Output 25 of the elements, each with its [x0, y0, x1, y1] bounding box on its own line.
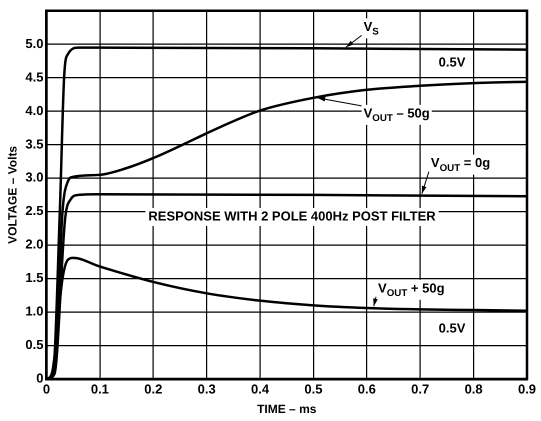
y-tick-label: 3.0 — [25, 170, 44, 185]
x-tick-label: 0.2 — [144, 381, 162, 396]
x-tick-label: 0.8 — [464, 381, 483, 396]
y-axis-title: VOLTAGE – Volts — [6, 146, 20, 244]
x-tick-label: 0.5 — [304, 381, 322, 396]
x-tick-label: 0.3 — [198, 381, 216, 396]
x-tick-label: 0.9 — [518, 381, 536, 396]
y-tick-label: 2.0 — [25, 236, 44, 252]
x-tick-label: 0.1 — [90, 381, 109, 396]
x-tick-label: 0.7 — [411, 381, 430, 396]
y-tick-label: 0.5 — [25, 337, 44, 352]
x-axis-title: TIME – ms — [257, 402, 317, 416]
x-tick-label: 0.4 — [251, 381, 270, 396]
y-tick-label: 3.5 — [25, 136, 44, 152]
y-tick-label: 5.0 — [25, 36, 44, 51]
y-tick-label: 0 — [36, 370, 44, 386]
x-tick-label: 0.6 — [358, 381, 376, 396]
y-tick-label: 1.5 — [25, 270, 44, 286]
annotation: RESPONSE WITH 2 POLE 400Hz POST FILTER — [148, 208, 436, 224]
y-tick-label: 4.0 — [25, 102, 44, 118]
y-tick-label: 4.5 — [25, 69, 44, 84]
annotation: 0.5V — [438, 320, 466, 336]
y-tick-label: 1.0 — [25, 304, 44, 319]
y-tick-label: 2.5 — [25, 203, 44, 218]
annotation: 0.5V — [438, 54, 466, 70]
